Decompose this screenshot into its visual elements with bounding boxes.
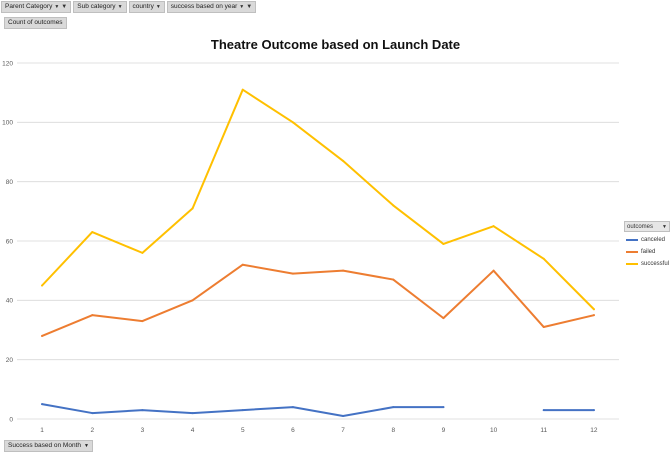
series-failed: [41, 263, 595, 337]
data-point-successful: [141, 251, 144, 254]
gridlines: [17, 62, 619, 420]
data-point-failed: [291, 272, 294, 275]
filter-label: success based on year: [170, 3, 238, 10]
data-point-canceled: [592, 409, 595, 412]
data-point-successful: [492, 225, 495, 228]
x-tick-label: 10: [490, 427, 498, 434]
data-point-failed: [592, 314, 595, 317]
y-tick-label: 120: [2, 60, 13, 67]
data-point-canceled: [291, 406, 294, 409]
data-point-successful: [41, 284, 44, 287]
legend-label: failed: [641, 249, 656, 255]
dropdown-arrow-icon: ▼: [662, 223, 667, 230]
legend-item-failed: failed: [624, 248, 670, 256]
data-point-failed: [442, 317, 445, 320]
dropdown-arrow-icon: ▼: [155, 4, 161, 10]
data-point-canceled: [41, 403, 44, 406]
filter-success-year-button[interactable]: success based on year ▼ ▼: [166, 1, 257, 13]
filter-label: Sub category: [77, 3, 116, 10]
filter-label: country: [132, 3, 154, 10]
data-point-successful: [291, 121, 294, 124]
data-point-failed: [41, 334, 44, 337]
y-tick-label: 0: [9, 416, 13, 423]
data-point-failed: [542, 326, 545, 329]
y-axis-ticks: 0 20 40 60 80 100 120: [2, 60, 13, 423]
data-point-canceled: [241, 409, 244, 412]
x-tick-label: 4: [191, 427, 195, 434]
dropdown-arrow-icon: ▼: [84, 443, 89, 449]
data-point-successful: [91, 231, 94, 234]
data-point-canceled: [442, 406, 445, 409]
legend-swatch: [626, 263, 638, 265]
legend-item-canceled: canceled: [624, 236, 670, 244]
data-point-canceled: [392, 406, 395, 409]
funnel-icon: ▼: [246, 4, 253, 10]
data-point-failed: [91, 314, 94, 317]
x-tick-label: 5: [241, 427, 245, 434]
data-point-successful: [442, 242, 445, 245]
legend-swatch: [626, 239, 638, 241]
series-successful: [41, 88, 595, 311]
filter-sub-category-button[interactable]: Sub category ▼: [73, 1, 127, 13]
series-line-successful: [41, 88, 595, 311]
x-tick-label: 3: [141, 427, 145, 434]
x-tick-label: 9: [442, 427, 446, 434]
x-tick-label: 12: [590, 427, 598, 434]
filter-parent-category-button[interactable]: Parent Category ▼ ▼: [1, 1, 72, 13]
data-point-failed: [492, 269, 495, 272]
x-axis-ticks: 1 2 3 4 5 6 7 8 9 10 11 12: [40, 427, 598, 434]
data-point-canceled: [91, 412, 94, 415]
x-tick-label: 11: [540, 427, 547, 434]
legend-filter-button[interactable]: outcomes ▼: [624, 221, 670, 232]
dropdown-arrow-icon: ▼: [117, 4, 123, 10]
filter-label: Parent Category: [5, 3, 53, 10]
legend-label: successful: [641, 261, 670, 267]
data-point-successful: [342, 159, 345, 162]
data-point-failed: [141, 320, 144, 323]
dropdown-arrow-icon: ▼: [54, 4, 60, 10]
data-point-successful: [542, 257, 545, 260]
data-point-canceled: [342, 415, 345, 418]
x-tick-label: 7: [341, 427, 345, 434]
x-tick-label: 2: [90, 427, 94, 434]
filter-country-button[interactable]: country ▼: [128, 1, 165, 13]
data-point-successful: [392, 204, 395, 207]
data-point-failed: [241, 263, 244, 266]
data-point-canceled: [141, 409, 144, 412]
y-tick-label: 40: [6, 298, 14, 305]
data-point-successful: [592, 308, 595, 311]
y-tick-label: 80: [6, 179, 14, 186]
data-point-successful: [191, 207, 194, 210]
y-tick-label: 20: [6, 357, 14, 364]
data-point-failed: [392, 278, 395, 281]
series-canceled: [41, 403, 595, 418]
data-point-canceled: [542, 409, 545, 412]
legend: outcomes ▼ canceled failed successful: [624, 221, 670, 268]
legend-item-successful: successful: [624, 260, 670, 268]
data-point-canceled: [191, 412, 194, 415]
series-lines: [41, 88, 595, 418]
funnel-icon: ▼: [61, 4, 68, 10]
x-tick-label: 8: [391, 427, 395, 434]
legend-label: canceled: [641, 237, 666, 243]
data-point-failed: [342, 269, 345, 272]
y-tick-label: 100: [2, 120, 13, 127]
dropdown-arrow-icon: ▼: [239, 4, 245, 10]
series-line-failed: [41, 263, 595, 337]
x-tick-label: 1: [40, 427, 44, 434]
value-field-button[interactable]: Count of outcomes: [4, 17, 67, 29]
axis-field-button[interactable]: Success based on Month ▼: [4, 440, 93, 452]
legend-title: outcomes: [627, 223, 654, 230]
chart-title: Theatre Outcome based on Launch Date: [210, 37, 461, 52]
y-tick-label: 60: [6, 238, 14, 245]
legend-swatch: [626, 251, 638, 253]
x-tick-label: 6: [291, 427, 295, 434]
report-filter-bar: Parent Category ▼ ▼ Sub category ▼ count…: [1, 1, 257, 13]
data-point-successful: [241, 88, 244, 91]
data-point-failed: [191, 299, 194, 302]
axis-field-label: Success based on Month: [8, 442, 81, 449]
